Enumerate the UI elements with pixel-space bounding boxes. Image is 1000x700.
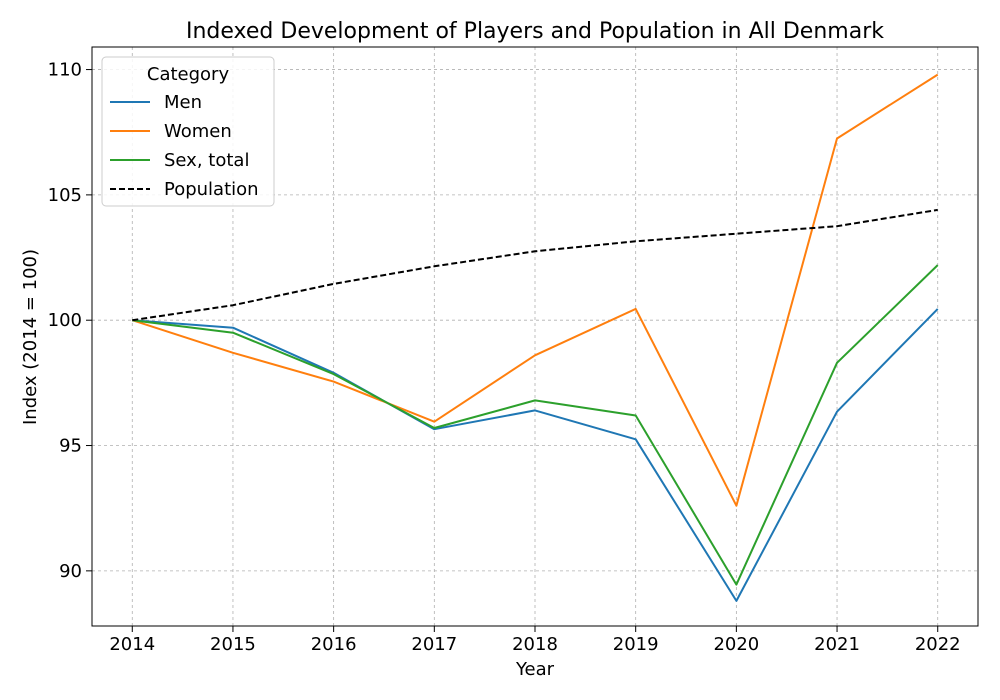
y-tick-label: 90 [59,561,82,582]
x-tick-label: 2020 [713,634,759,655]
legend-label-sex-total: Sex, total [164,150,249,171]
y-tick-label: 110 [48,60,82,81]
y-axis-label: Index (2014 = 100) [20,249,41,425]
legend-label-population: Population [164,179,259,200]
legend-label-women: Women [164,121,232,142]
x-tick-label: 2014 [109,634,155,655]
y-tick-label: 100 [48,310,82,331]
x-tick-label: 2021 [814,634,860,655]
legend-title: Category [147,64,230,85]
y-axis: 90 95 100 105 110 [48,60,92,582]
series-line-population [132,208,938,322]
series-line-sex-total [132,264,939,586]
x-axis: 2014 2015 2016 2017 2018 2019 2020 2021 2022 [109,626,961,655]
x-tick-label: 2018 [512,634,558,655]
legend: Category Men Women Sex, total Population [101,56,275,207]
legend-box [101,56,275,207]
x-tick-label: 2022 [915,634,961,655]
x-axis-label: Year [515,659,555,680]
x-tick-label: 2015 [210,634,256,655]
series-line-men [132,308,939,602]
x-tick-label: 2019 [613,634,659,655]
series-layer [131,73,939,602]
grid [92,47,978,626]
x-tick-label: 2017 [411,634,457,655]
chart-title: Indexed Development of Players and Popul… [186,19,884,44]
x-tick-label: 2016 [311,634,357,655]
legend-label-men: Men [164,92,202,113]
y-tick-label: 95 [59,436,82,457]
series-line-women [131,73,939,507]
y-tick-label: 105 [48,185,82,206]
